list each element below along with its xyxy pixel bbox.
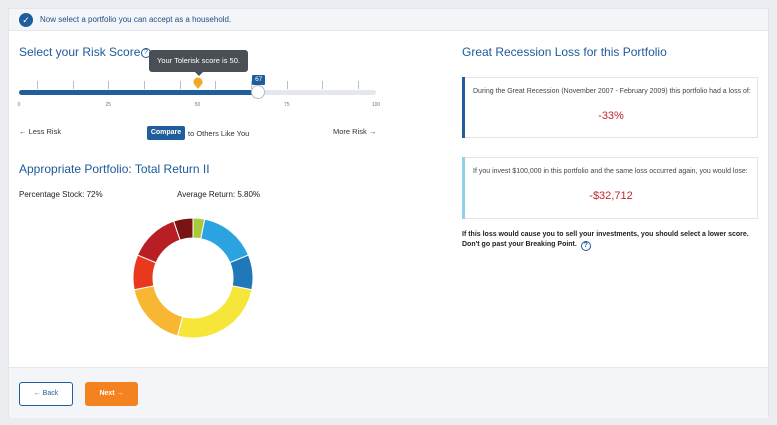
- slider-tick-label: 0: [17, 102, 21, 108]
- risk-score-heading: Select your Risk Score: [19, 45, 141, 59]
- instruction-banner: ✓ Now select a portfolio you can accept …: [9, 9, 768, 31]
- next-button[interactable]: Next →: [85, 382, 138, 406]
- donut-segment: [173, 217, 194, 241]
- donut-segment: [136, 220, 181, 264]
- tolerisk-tooltip: Your Tolerisk score is 50.: [149, 50, 248, 76]
- recession-period-text: During the Great Recession (November 200…: [473, 88, 751, 95]
- average-return: Average Return: 5.80%: [177, 190, 261, 199]
- card-accent: [462, 77, 465, 138]
- slider-tick: [36, 81, 38, 89]
- main-panel: ✓ Now select a portfolio you can accept …: [8, 8, 769, 418]
- donut-segment: [200, 218, 250, 264]
- slider-value-badge: 67: [252, 75, 266, 85]
- invest-text: If you invest $100,000 in this portfolio…: [473, 168, 748, 175]
- percentage-stock: Percentage Stock: 72%: [19, 190, 103, 199]
- recession-loss-card: During the Great Recession (November 200…: [462, 77, 758, 138]
- recession-heading: Great Recession Loss for this Portfolio: [462, 45, 667, 59]
- slider-tick: [215, 81, 217, 89]
- slider-tick: [286, 81, 288, 89]
- slider-track[interactable]: [19, 90, 376, 95]
- more-risk-button[interactable]: More Risk →: [333, 127, 377, 136]
- slider-tick: [251, 81, 253, 89]
- help-icon[interactable]: ?: [580, 241, 591, 251]
- loss-percent: -33%: [598, 110, 624, 122]
- check-circle-icon: ✓: [19, 13, 33, 27]
- portfolio-heading: Appropriate Portfolio: Total Return II: [19, 162, 210, 176]
- slider-tick-label: 100: [371, 102, 381, 108]
- slider-tick-label: 25: [105, 102, 112, 108]
- tolerisk-marker-icon: [193, 77, 202, 89]
- footer-bar: ← Back Next →: [9, 367, 768, 418]
- banner-message: Now select a portfolio you can accept as…: [40, 15, 232, 24]
- slider-tick: [322, 81, 324, 89]
- slider-tick: [179, 81, 181, 89]
- slider-thumb[interactable]: [251, 85, 266, 99]
- loss-amount: -$32,712: [589, 190, 633, 202]
- back-button[interactable]: ← Back: [19, 382, 73, 406]
- slider-tick: [143, 81, 145, 89]
- slider-tick-label: 75: [283, 102, 290, 108]
- slider-tick: [72, 81, 74, 89]
- donut-segment: [133, 285, 184, 337]
- investment-loss-card: If you invest $100,000 in this portfolio…: [462, 157, 758, 219]
- slider-tick: [358, 81, 360, 89]
- slider-tick: [108, 81, 110, 89]
- compare-suffix: to Others Like You: [188, 129, 250, 138]
- allocation-donut-chart: [132, 217, 254, 339]
- compare-button[interactable]: Compare: [147, 126, 185, 140]
- slider-tick-label: 50: [194, 102, 201, 108]
- donut-segment: [176, 285, 253, 339]
- less-risk-button[interactable]: ← Less Risk: [19, 127, 62, 136]
- slider-fill: [19, 90, 259, 95]
- card-accent: [462, 157, 465, 219]
- breaking-point-advice: If this loss would cause you to sell you…: [462, 230, 762, 251]
- advice-text: If this loss would cause you to sell you…: [462, 231, 749, 248]
